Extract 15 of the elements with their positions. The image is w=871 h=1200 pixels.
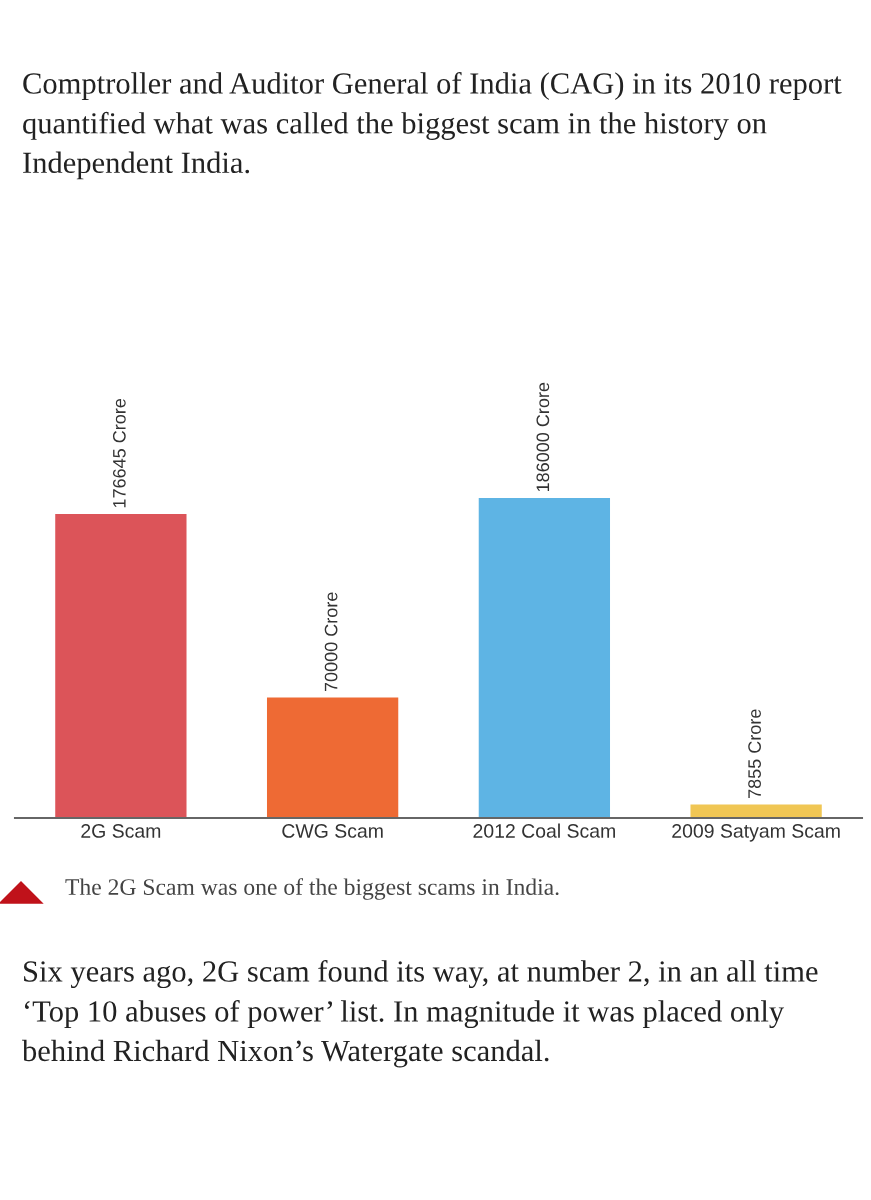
x-tick-label: 2G Scam bbox=[81, 824, 161, 838]
data-label: 186000 Crore bbox=[536, 382, 550, 492]
text: Six years ago, 2G scam found its way, at number 2, in an all time ‘Top 10 abuses of power’ list. In magnitude it was placed only behind Richard Nixon’s Watergate scandal. bbox=[22, 960, 818, 1068]
data-label: 7855 Crore bbox=[748, 709, 761, 799]
x-tick-label: 2009 Satyam Scam bbox=[672, 824, 840, 842]
bar bbox=[266, 697, 399, 818]
text: The 2G Scam was one of the biggest scams in India. bbox=[65, 878, 559, 900]
bar bbox=[478, 498, 611, 818]
bar bbox=[55, 514, 187, 818]
x-tick-label: 2012 Coal Scam bbox=[473, 823, 615, 838]
data-label: 176645 Crore bbox=[112, 398, 126, 508]
data-label: 70000 Crore bbox=[324, 592, 338, 692]
bar bbox=[690, 804, 822, 818]
chart-title: Comptroller and Auditor General of India (CAG) in its 2010 report quantified what was called the biggest scam in the history on Independent India. bbox=[23, 72, 842, 180]
x-tick-label: CWG Scam bbox=[282, 824, 383, 838]
